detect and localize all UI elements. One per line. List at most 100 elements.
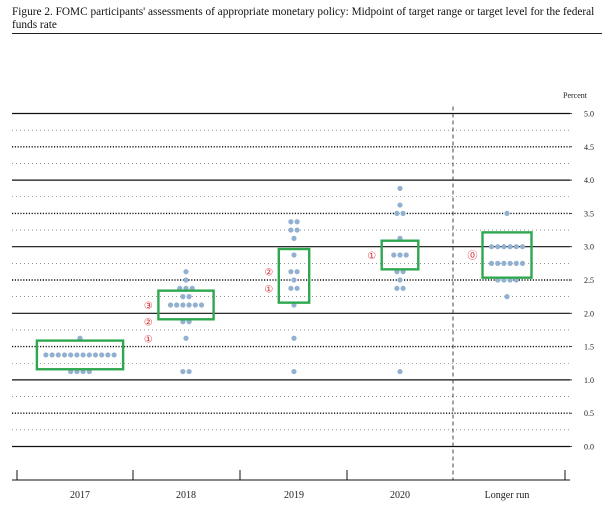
participant-dot <box>495 244 501 250</box>
participant-dot <box>186 294 192 300</box>
participant-dot <box>92 352 99 358</box>
x-category-label: 2018 <box>176 490 196 501</box>
participant-dot <box>288 219 294 225</box>
y-axis-ticks: 0.0 0.5 1.0 1.5 2.0 2.5 3.0 3.5 4.0 4.5 5.0 <box>570 110 594 452</box>
participant-dot <box>294 219 300 225</box>
participant-dot <box>43 352 49 358</box>
participant-dot <box>513 260 519 266</box>
participant-dot <box>519 260 526 266</box>
participant-dot <box>167 302 174 308</box>
participant-dot <box>400 210 406 216</box>
participant-dot <box>192 302 198 308</box>
x-category-label: 2017 <box>70 490 90 501</box>
participant-dot <box>61 352 68 358</box>
participant-dot <box>294 227 300 233</box>
participant-dot <box>180 368 186 375</box>
count-annotation: ② <box>264 268 273 279</box>
y-tick-label: 1.5 <box>584 343 594 352</box>
participant-dot <box>183 335 189 341</box>
participant-dot <box>174 302 180 308</box>
participant-dot <box>507 244 513 250</box>
y-tick-label: 2.0 <box>584 309 594 318</box>
participant-dot <box>80 352 86 358</box>
participant-dot <box>288 285 294 291</box>
participant-dot <box>488 244 495 250</box>
highlight-box <box>277 247 311 304</box>
participant-dot <box>74 352 80 358</box>
highlight-box <box>157 289 215 321</box>
participant-dot <box>504 210 510 216</box>
x-category-label: 2020 <box>390 490 410 501</box>
y-tick-label: 5.0 <box>584 110 594 119</box>
participant-dot <box>291 235 297 241</box>
participant-dot <box>397 202 403 208</box>
participant-dot <box>391 252 397 258</box>
count-annotation: ① <box>144 334 153 345</box>
participant-dot <box>507 260 513 266</box>
y-tick-label: 0.5 <box>584 409 594 418</box>
y-axis-unit-label: Percent <box>563 91 588 100</box>
participant-dot <box>519 244 526 250</box>
y-tick-label: 4.5 <box>584 143 594 152</box>
participant-dot <box>291 252 297 258</box>
participant-dot <box>294 285 300 291</box>
highlight-box <box>481 231 533 279</box>
participant-dot <box>49 352 55 358</box>
participant-dot <box>291 277 297 283</box>
participant-dot <box>397 368 403 375</box>
participant-dot <box>291 335 297 341</box>
participant-dot <box>68 352 74 358</box>
participant-dot <box>488 260 495 266</box>
caption-divider <box>12 33 602 34</box>
count-annotation: ② <box>144 318 153 329</box>
y-tick-label: 2.5 <box>584 276 594 285</box>
participant-dot <box>394 285 400 291</box>
participant-dot <box>495 260 501 266</box>
participant-dot <box>397 252 403 258</box>
x-category-label: 2019 <box>284 490 304 501</box>
annotations: ③ ② ① ② ① ① ⓪ <box>144 250 478 345</box>
participant-dot <box>183 277 189 283</box>
highlight-boxes <box>35 231 533 371</box>
participant-dot <box>55 352 61 358</box>
count-annotation: ⓪ <box>468 250 478 262</box>
participant-dot <box>288 269 294 275</box>
participant-dot <box>394 210 400 216</box>
participant-dots <box>43 185 526 375</box>
participant-dot <box>186 368 192 375</box>
participant-dot <box>504 294 510 300</box>
participant-dot <box>397 185 403 192</box>
participant-dot <box>99 352 105 358</box>
participant-dot <box>501 260 507 266</box>
highlight-box <box>35 339 125 371</box>
participant-dot <box>180 294 186 300</box>
participant-dot <box>183 269 189 275</box>
participant-dot <box>513 244 519 250</box>
participant-dot <box>400 285 406 291</box>
count-annotation: ① <box>367 251 376 262</box>
x-axis: 2017 2018 2019 2020 Longer run <box>12 106 570 501</box>
participant-dot <box>186 302 192 308</box>
gridlines <box>12 112 570 448</box>
y-tick-label: 0.0 <box>584 443 594 452</box>
y-tick-label: 3.0 <box>584 243 594 252</box>
participant-dot <box>397 277 403 283</box>
participant-dot <box>198 302 205 308</box>
participant-dot <box>105 352 111 358</box>
figure-caption: Figure 2. FOMC participants' assessments… <box>12 6 595 31</box>
x-category-label: Longer run <box>485 490 530 501</box>
participant-dot <box>86 352 92 358</box>
participant-dot <box>111 352 117 358</box>
participant-dot <box>501 244 507 250</box>
count-annotation: ① <box>264 284 273 295</box>
y-tick-label: 1.0 <box>584 376 594 385</box>
participant-dot <box>180 302 186 308</box>
participant-dot <box>291 368 297 375</box>
y-tick-label: 4.0 <box>584 176 594 185</box>
count-annotation: ③ <box>144 301 153 312</box>
participant-dot <box>288 227 294 233</box>
y-tick-label: 3.5 <box>584 209 594 218</box>
highlight-box <box>380 239 420 271</box>
participant-dot <box>294 269 300 275</box>
